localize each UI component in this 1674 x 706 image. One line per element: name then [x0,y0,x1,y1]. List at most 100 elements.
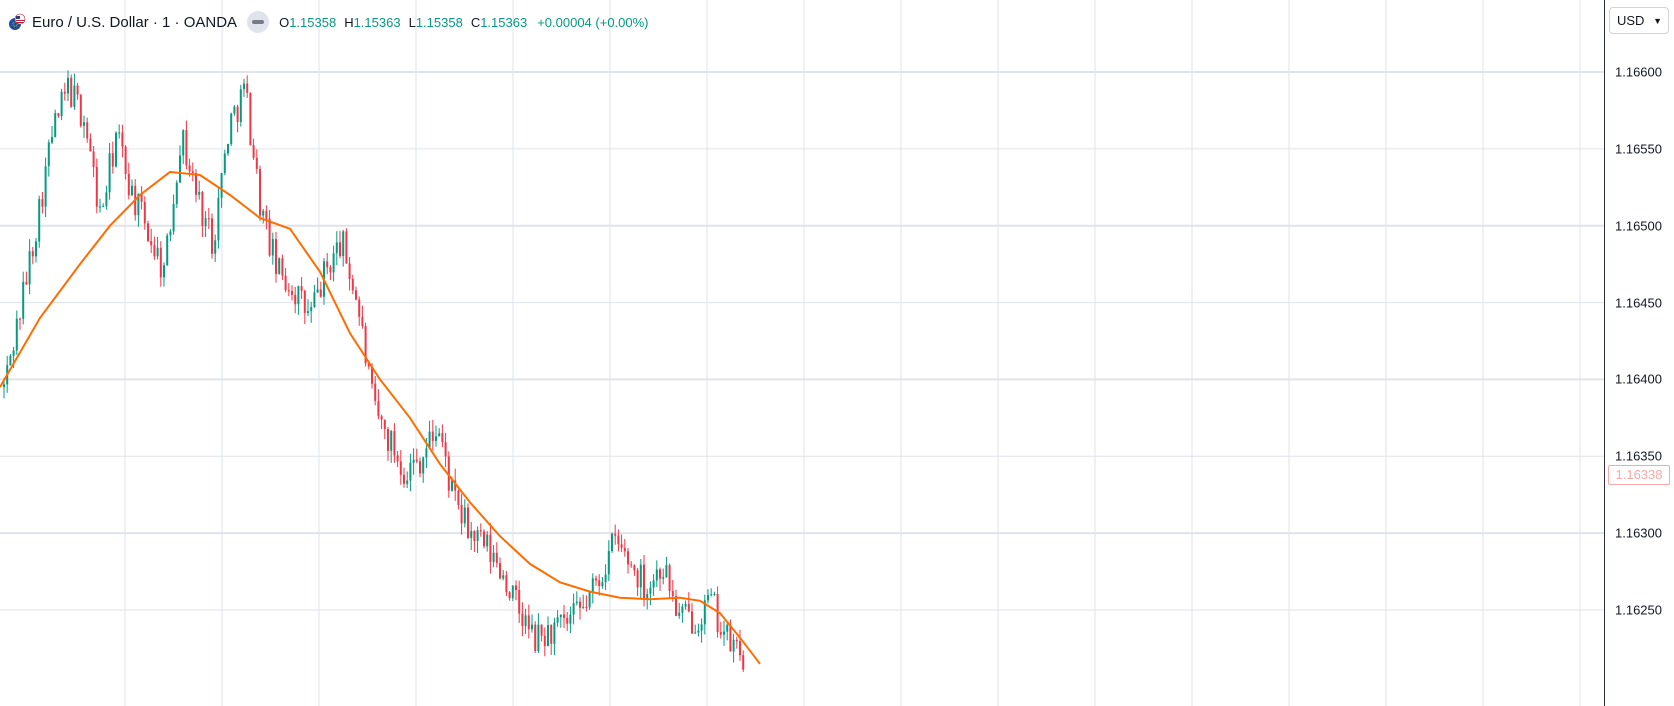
candle [102,203,105,208]
candle [406,471,409,488]
candle [67,70,69,102]
candle [694,624,697,634]
candle [681,603,684,623]
candle [137,193,140,227]
candle [326,253,329,275]
candle-series [3,70,745,673]
candle [636,568,639,597]
candle [73,73,76,110]
candle [191,162,194,182]
candle [617,529,620,552]
candle [22,271,25,325]
candle [675,589,677,617]
price-axis[interactable]: 1.16600 1.16550 1.16500 1.16450 1.16400 1.163… [1604,0,1674,706]
candle [742,650,745,673]
candle [339,230,341,259]
chart-legend: Euro / U.S. Dollar · 1 · OANDA O1.15358 … [8,11,649,33]
candle [284,268,287,293]
candle [342,229,345,267]
currency-select[interactable]: USD ▼ [1609,7,1669,34]
candle [268,210,271,257]
candle [51,125,53,145]
candle [409,453,412,492]
candle [207,207,210,230]
candle [227,143,229,156]
horizontal-grid [0,71,1604,611]
candle [259,165,261,221]
candle [515,580,517,601]
candle [495,542,498,568]
candle [460,493,463,535]
candle [399,450,402,485]
candle [361,305,364,329]
candle [652,574,655,597]
candle [303,289,306,325]
candle [479,523,482,537]
candle [297,285,300,315]
candle [633,564,636,576]
candle [707,589,709,604]
eye-hide-icon[interactable] [247,11,270,33]
candle [230,112,233,147]
candle [511,585,514,602]
candle [470,521,473,551]
candle [732,633,735,663]
candle [524,608,527,635]
candle [703,594,706,635]
candle [300,277,303,299]
candle [156,236,159,260]
candle [175,180,178,209]
candle [243,78,245,97]
candle [99,198,101,213]
candle [630,561,633,568]
open-value: 1.15358 [289,14,337,30]
candle [335,231,338,266]
candle [735,636,738,649]
candle [559,614,562,628]
candle [691,603,693,634]
chart-plot-area[interactable] [0,0,1604,706]
candle [569,606,572,633]
candle [623,538,626,557]
candle [383,419,386,440]
candle [319,281,322,298]
price-tick-label: 1.16400 [1615,371,1662,387]
candle [127,162,130,200]
candle [236,104,239,133]
candle [204,211,207,238]
candle [275,231,277,283]
candle [540,624,543,642]
change-value: +0.00004 (+0.00%) [537,14,649,30]
candle [687,592,690,613]
candle [607,540,610,582]
candle [438,428,441,437]
candle [265,205,268,230]
candle [121,124,124,158]
candle [601,576,604,589]
symbol-title[interactable]: Euro / U.S. Dollar · 1 · OANDA [32,13,238,31]
candle [591,573,594,604]
candle [585,595,588,612]
candle [502,569,505,581]
candle [348,256,351,291]
last-price-label: 1.16338 [1608,464,1670,485]
price-tick-label: 1.16500 [1615,218,1662,234]
candle [374,375,377,406]
candle [150,228,153,254]
candle [639,558,642,599]
candle [262,208,265,224]
open-label: O [279,14,290,30]
eur-usd-flag-icon[interactable] [8,13,26,31]
candle [166,233,169,266]
candle [665,556,668,578]
candle [252,138,255,160]
candle [668,563,671,598]
candle [313,284,316,308]
candle [355,286,357,301]
candle [390,429,393,463]
candle [108,143,111,200]
candle [115,131,117,168]
candle [441,424,444,448]
price-tick-label: 1.16350 [1615,448,1662,464]
candle [19,317,21,330]
